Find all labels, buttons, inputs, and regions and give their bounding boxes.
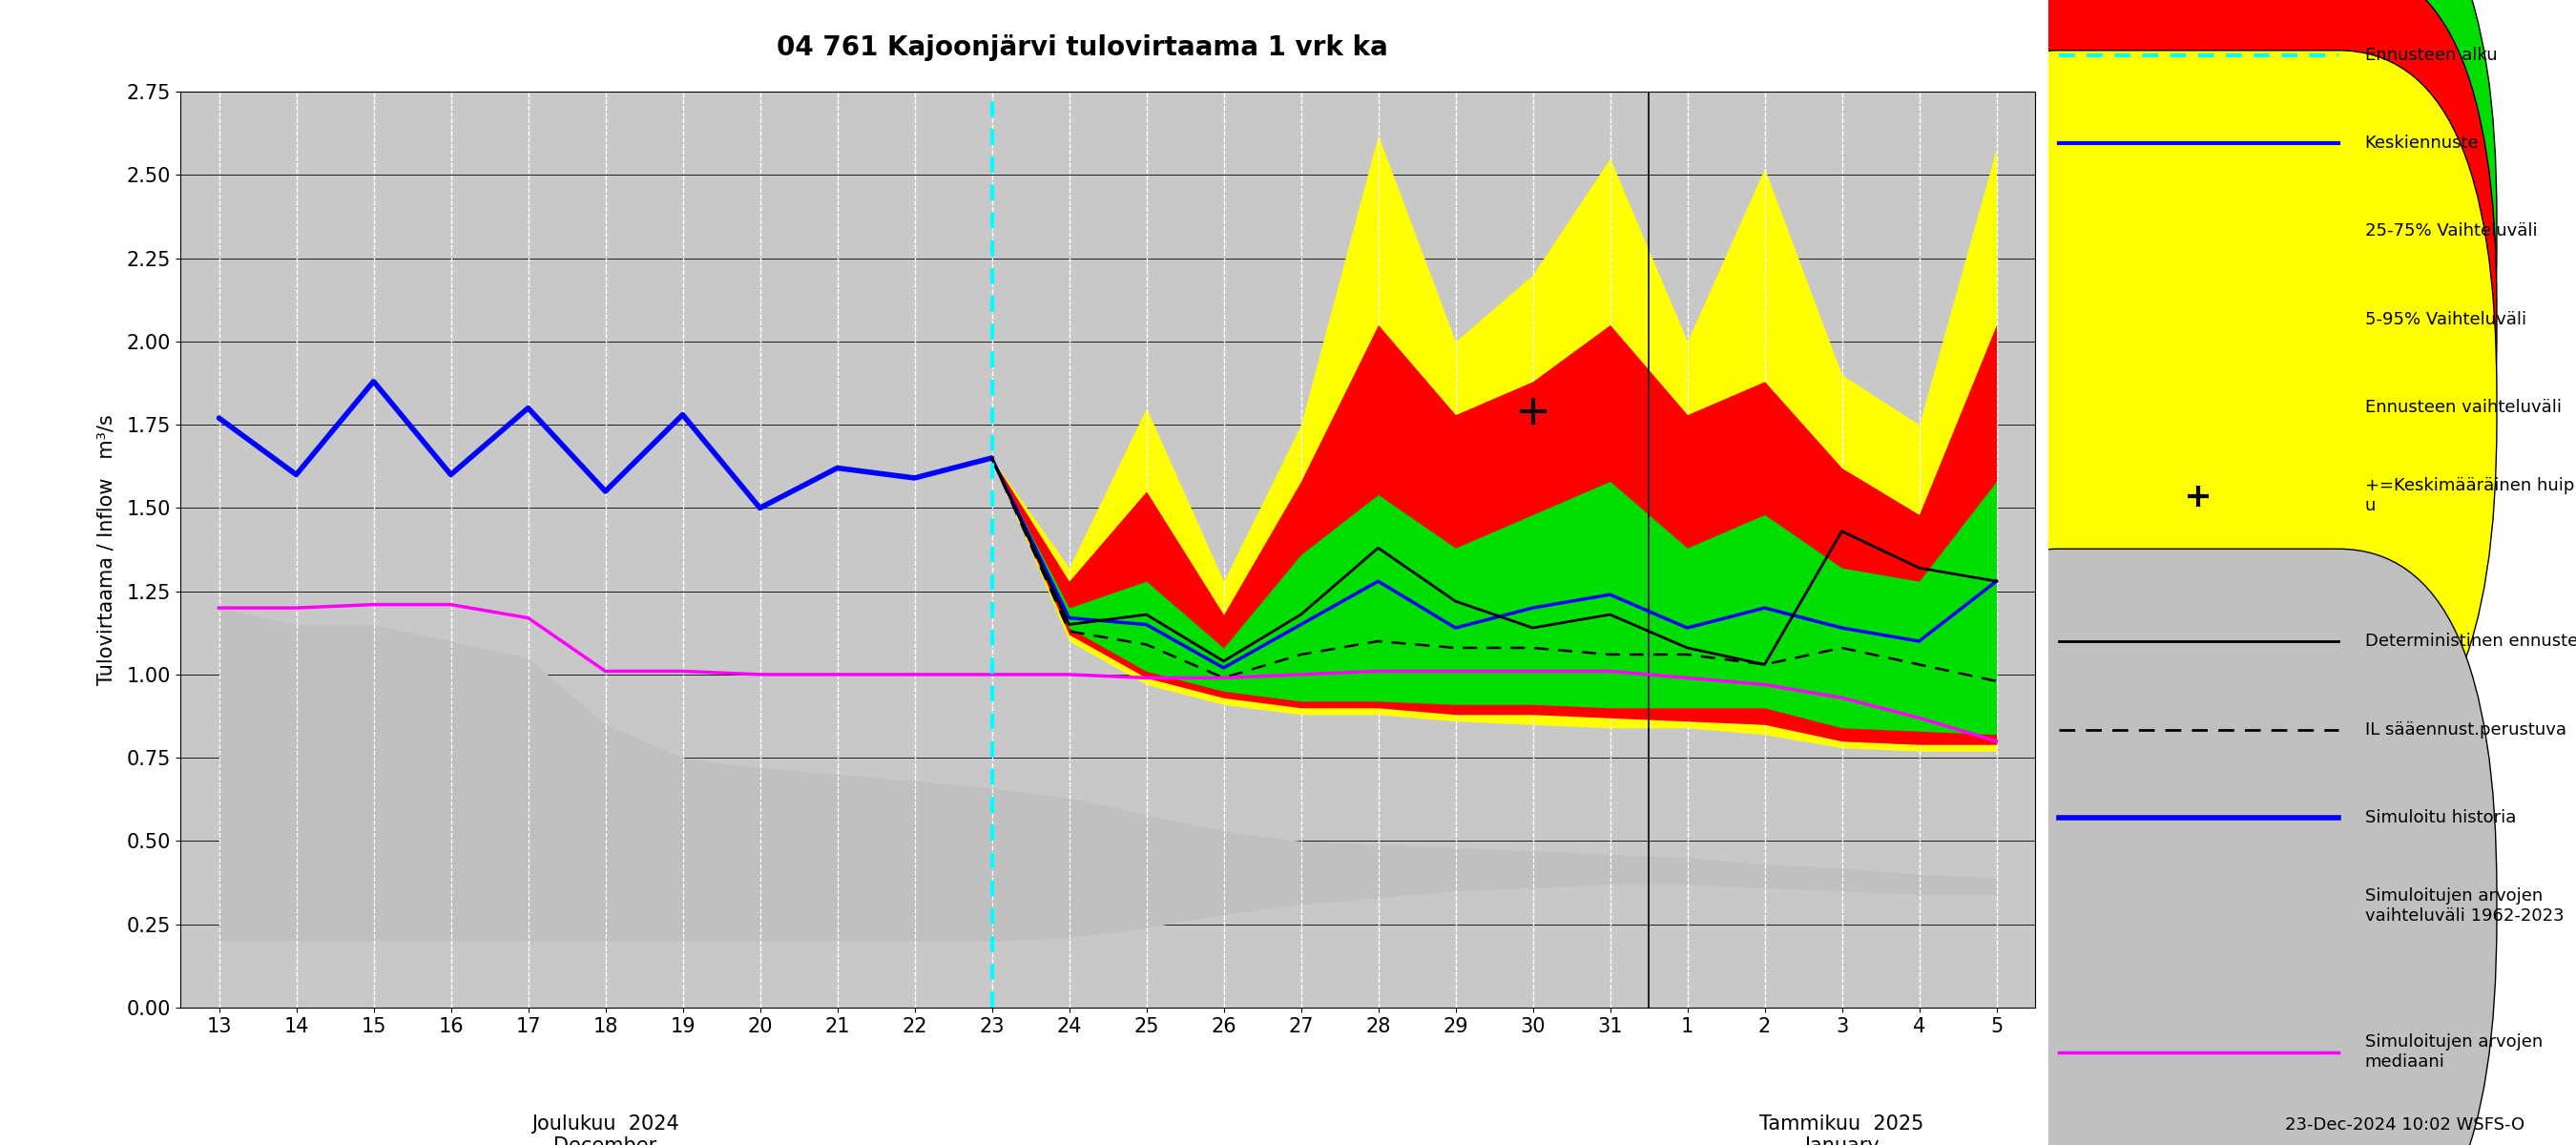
Text: Simuloitujen arvojen
vaihteluväli 1962-2023: Simuloitujen arvojen vaihteluväli 1962-2… — [2365, 887, 2563, 925]
Text: Keskiennuste: Keskiennuste — [2365, 134, 2478, 151]
FancyBboxPatch shape — [1901, 0, 2496, 677]
Text: Ennusteen alku: Ennusteen alku — [2365, 47, 2496, 64]
Text: Tammikuu  2025
January: Tammikuu 2025 January — [1759, 1114, 1924, 1145]
Text: 5-95% Vaihteluväli: 5-95% Vaihteluväli — [2365, 310, 2527, 327]
Text: 25-75% Vaihteluväli: 25-75% Vaihteluväli — [2365, 222, 2537, 239]
Text: Ennusteen vaihteluväli: Ennusteen vaihteluväli — [2365, 398, 2561, 416]
Text: Deterministinen ennuste: Deterministinen ennuste — [2365, 633, 2576, 650]
FancyBboxPatch shape — [1901, 0, 2496, 589]
FancyBboxPatch shape — [1901, 50, 2496, 765]
FancyBboxPatch shape — [1901, 548, 2496, 1145]
Text: 04 761 Kajoonjärvi tulovirtaama 1 vrk ka: 04 761 Kajoonjärvi tulovirtaama 1 vrk ka — [775, 34, 1388, 61]
Text: Joulukuu  2024
December: Joulukuu 2024 December — [531, 1114, 680, 1145]
Text: Simuloitujen arvojen
mediaani: Simuloitujen arvojen mediaani — [2365, 1034, 2543, 1071]
Y-axis label: Tulovirtaama / Inflow   m³/s: Tulovirtaama / Inflow m³/s — [98, 414, 116, 685]
Text: +=Keskimääräinen huippu
u: +=Keskimääräinen huippu u — [2365, 477, 2576, 514]
Text: IL sääennust.perustuva: IL sääennust.perustuva — [2365, 721, 2566, 739]
Text: 23-Dec-2024 10:02 WSFS-O: 23-Dec-2024 10:02 WSFS-O — [2285, 1116, 2524, 1134]
Text: Simuloitu historia: Simuloitu historia — [2365, 810, 2517, 827]
